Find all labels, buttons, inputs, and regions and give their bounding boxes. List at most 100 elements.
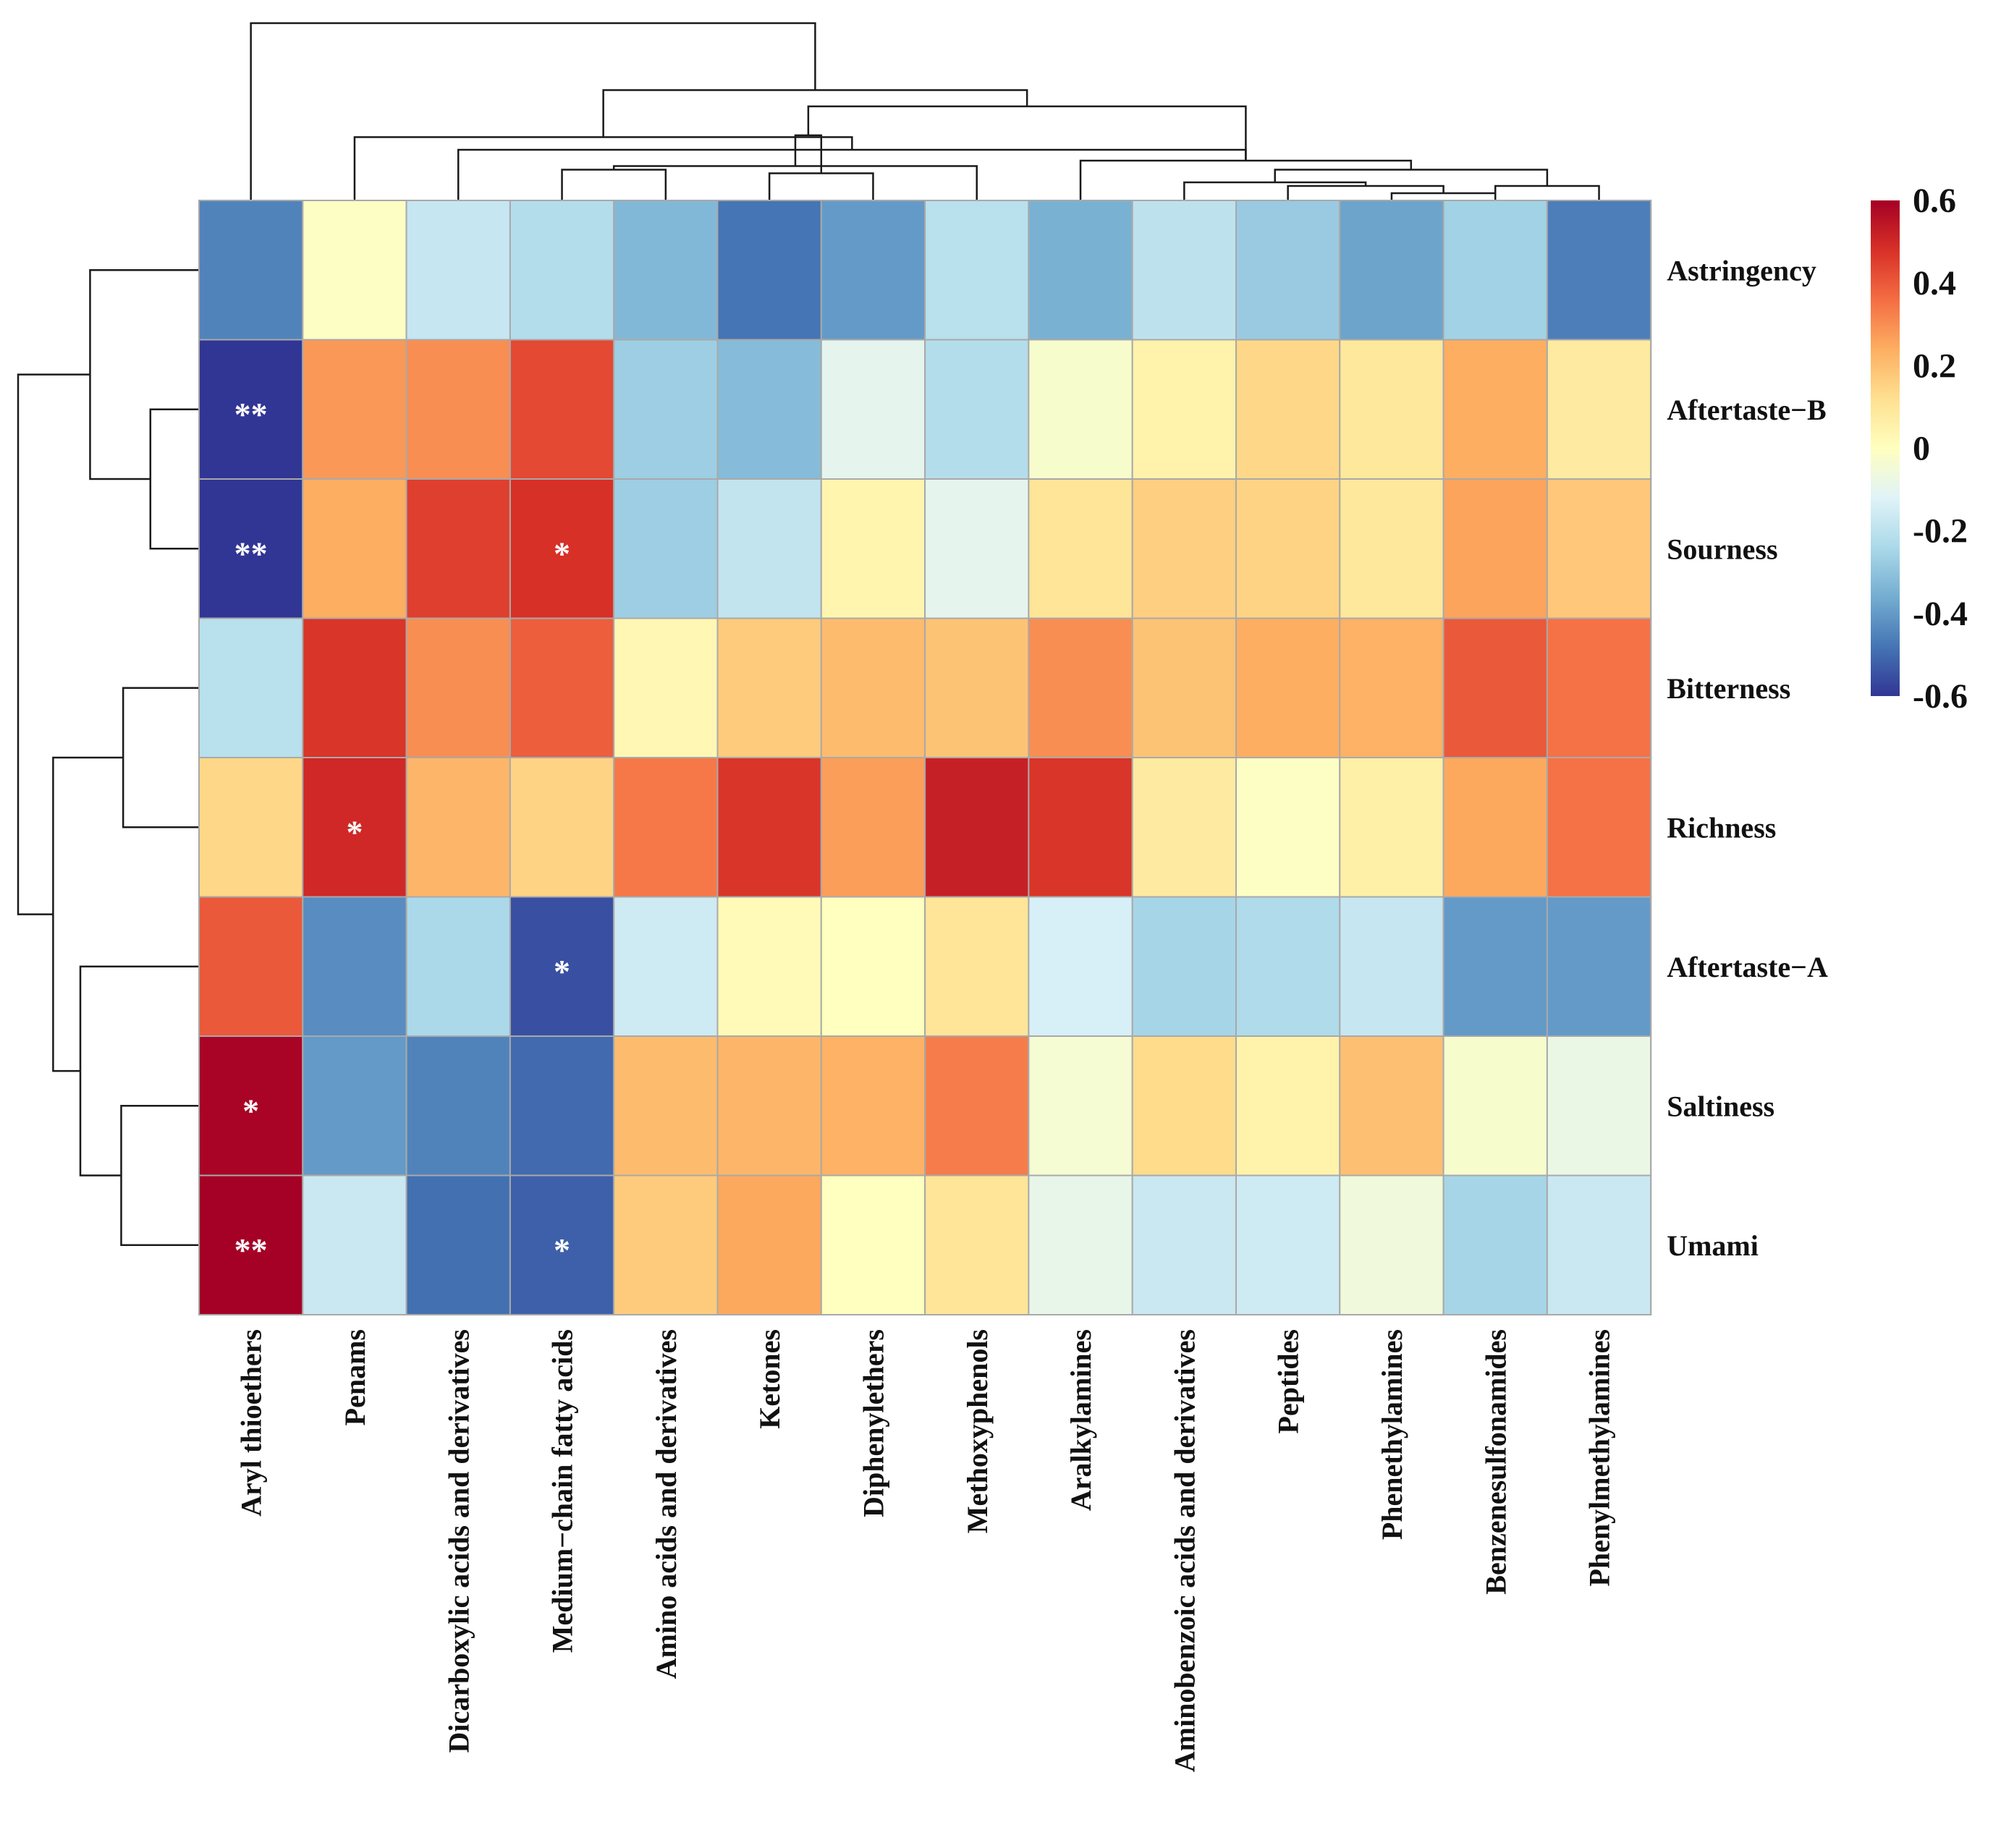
- heatmap-cell: [1235, 478, 1341, 619]
- column-label: Amino acids and derivatives: [650, 1329, 682, 1679]
- heatmap-cell: [302, 478, 407, 619]
- heatmap-cell: [405, 200, 511, 341]
- row-label: Sourness: [1667, 533, 1777, 565]
- heatmap-cell: [1235, 1174, 1341, 1315]
- heatmap-cell: [198, 617, 304, 758]
- row-label: Bitterness: [1667, 672, 1790, 705]
- heatmap-cell: [1131, 1174, 1237, 1315]
- heatmap-cell: [1235, 757, 1341, 898]
- heatmap-cell: [716, 200, 822, 341]
- heatmap-cell: [509, 617, 615, 758]
- column-label: Phenylmethylamines: [1583, 1329, 1616, 1587]
- heatmap-cell: [1028, 896, 1133, 1037]
- colorbar-tick-label: 0.2: [1913, 347, 1956, 385]
- heatmap-cell: [1339, 896, 1444, 1037]
- heatmap-cell: [1235, 617, 1341, 758]
- heatmap-cell: [613, 339, 719, 480]
- heatmap-cell: [1131, 200, 1237, 341]
- column-label: Medium−chain fatty acids: [546, 1329, 579, 1653]
- heatmap-cell: [1028, 339, 1133, 480]
- heatmap-cell: [1442, 757, 1548, 898]
- heatmap-cell: [1546, 896, 1652, 1037]
- heatmap-cell: [405, 339, 511, 480]
- column-label: Ketones: [753, 1329, 786, 1429]
- heatmap-cell: [1131, 617, 1237, 758]
- column-label: Aralkylamines: [1065, 1329, 1097, 1511]
- heatmap-cell: [716, 478, 822, 619]
- heatmap-cell: [924, 757, 1030, 898]
- heatmap-cell: [405, 757, 511, 898]
- heatmap-cell: [924, 1035, 1030, 1177]
- heatmap-cell: [1442, 200, 1548, 341]
- significance-star: *: [242, 1092, 259, 1129]
- heatmap-cell: [1028, 617, 1133, 758]
- heatmap-cell: [716, 1035, 822, 1177]
- heatmap-cell: [820, 478, 926, 619]
- heatmap-cell: [716, 757, 822, 898]
- heatmap-cell: [1442, 617, 1548, 758]
- dendrogram-branch: [17, 373, 90, 915]
- row-label: Saltiness: [1667, 1090, 1774, 1122]
- heatmap-cell: [613, 896, 719, 1037]
- heatmap-cell: [613, 478, 719, 619]
- colorbar-tick-label: 0.4: [1913, 264, 1956, 302]
- row-label: Richness: [1667, 811, 1776, 844]
- significance-markers: **** ****** *: [234, 396, 570, 1268]
- heatmap-cell: [302, 1174, 407, 1315]
- heatmap-cell: [1339, 757, 1444, 898]
- heatmap-cell: [1546, 200, 1652, 341]
- heatmap-cell: [1442, 1174, 1548, 1315]
- heatmap-cell: [1235, 200, 1341, 341]
- row-label: Aftertaste−B: [1667, 394, 1826, 426]
- heatmap-cell: [198, 1035, 304, 1177]
- heatmap-cell: [820, 896, 926, 1037]
- column-dendrogram: [250, 22, 1600, 200]
- heatmap-cell: [1028, 1035, 1133, 1177]
- heatmap-cell: [820, 339, 926, 480]
- heatmap-cell: [1028, 200, 1133, 341]
- column-labels: Aryl thioethers Penams Dicarboxylic acids …: [235, 1329, 1616, 1772]
- significance-star: **: [234, 396, 268, 433]
- heatmap-cell: [302, 896, 407, 1037]
- significance-star: *: [554, 1232, 570, 1268]
- heatmap-cell: [924, 1174, 1030, 1315]
- column-label: Phenethylamines: [1376, 1329, 1408, 1540]
- column-label: Benzenesulfonamides: [1479, 1329, 1512, 1595]
- heatmap-cell: [1442, 339, 1548, 480]
- heatmap-cell: [613, 1174, 719, 1315]
- heatmap-cell: [302, 757, 407, 898]
- heatmap-cell: [1339, 200, 1444, 341]
- dendrogram-branch: [250, 22, 816, 200]
- heatmap-cell: [1235, 896, 1341, 1037]
- significance-star: *: [554, 953, 570, 990]
- heatmap-cell: [820, 757, 926, 898]
- heatmap-cell: [924, 617, 1030, 758]
- significance-star: **: [234, 535, 268, 572]
- heatmap-cell: [1546, 757, 1652, 898]
- heatmap-cell: [1028, 1174, 1133, 1315]
- heatmap-cell: [1131, 757, 1237, 898]
- heatmap-cell: [1235, 1035, 1341, 1177]
- heatmap-cell: [1546, 478, 1652, 619]
- heatmap-cell: [820, 1174, 926, 1315]
- heatmap-cell: [924, 200, 1030, 341]
- column-label: Aminobenzoic acids and derivatives: [1168, 1329, 1201, 1772]
- column-label: Diphenylethers: [857, 1329, 889, 1517]
- heatmap-border: [198, 200, 1652, 1315]
- colorbar-tick-label: -0.6: [1913, 677, 1968, 716]
- colorbar-gradient: [1871, 200, 1900, 696]
- heatmap-cell: [302, 1035, 407, 1177]
- column-label: Methoxyphenols: [961, 1329, 994, 1533]
- heatmap-cell: [1442, 1035, 1548, 1177]
- heatmap-cell: [924, 478, 1030, 619]
- heatmap-cell: [1339, 1035, 1444, 1177]
- row-dendrogram: [17, 269, 199, 1246]
- colorbar-tick-label: 0.6: [1913, 182, 1956, 220]
- heatmap-cell: [198, 757, 304, 898]
- heatmap-cell: [820, 617, 926, 758]
- heatmap-cell: [1131, 1035, 1237, 1177]
- row-label: Umami: [1667, 1229, 1759, 1262]
- heatmap-cell: [613, 200, 719, 341]
- column-label: Dicarboxylic acids and derivatives: [442, 1329, 475, 1753]
